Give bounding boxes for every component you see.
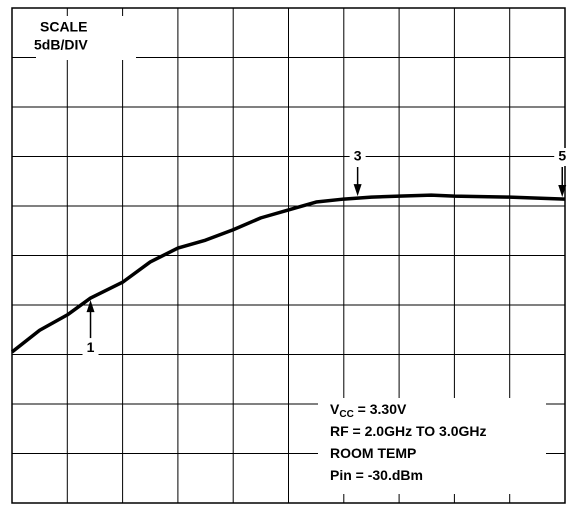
marker-label: 5 — [558, 148, 566, 164]
marker-label: 3 — [354, 148, 362, 164]
conditions-bg — [318, 398, 546, 494]
scale-label: 5dB/DIV — [34, 37, 88, 53]
marker-arrowhead — [86, 300, 95, 313]
marker-label: 1 — [87, 339, 95, 355]
condition-text: RF = 2.0GHz TO 3.0GHz — [330, 423, 487, 439]
condition: Pin = -30.dBm — [330, 467, 423, 483]
condition-subscript: CC — [339, 409, 353, 420]
marker-arrowhead — [558, 184, 567, 197]
condition: VCC = 3.30V — [330, 401, 407, 420]
scale-label: SCALE — [40, 19, 87, 35]
marker-label-bg — [82, 339, 99, 358]
marker-arrowhead — [353, 184, 362, 197]
plot-frame — [11, 7, 566, 504]
scale-box-bg — [36, 16, 136, 60]
condition-text: ROOM TEMP — [330, 445, 416, 461]
marker-label-bg — [554, 148, 568, 166]
condition: ROOM TEMP — [330, 445, 416, 461]
condition: RF = 2.0GHz TO 3.0GHz — [330, 423, 487, 439]
marker-label-bg — [349, 148, 366, 166]
trace — [10, 193, 566, 354]
condition-text: Pin = -30.dBm — [330, 467, 423, 483]
condition-text: = 3.30V — [354, 401, 407, 417]
condition-text: V — [330, 401, 340, 417]
